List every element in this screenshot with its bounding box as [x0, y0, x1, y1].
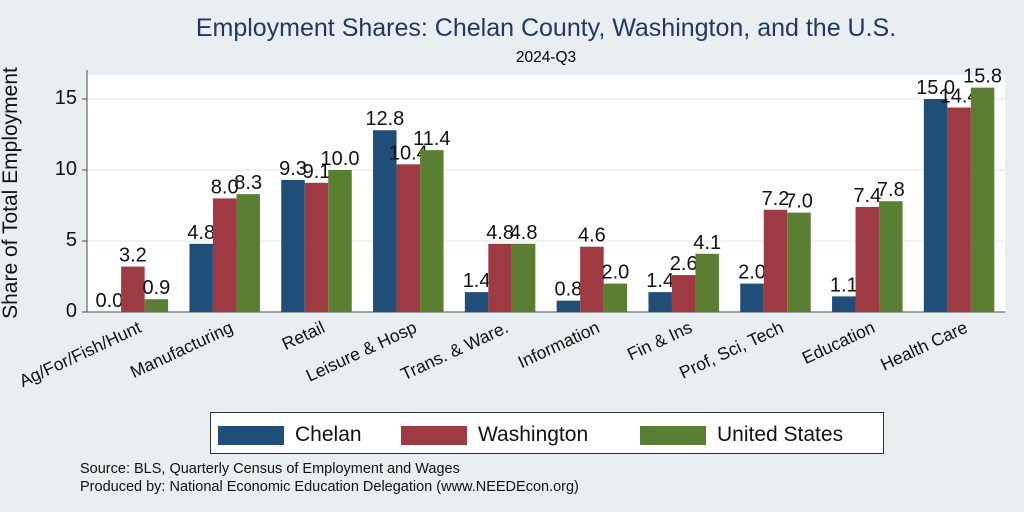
svg-text:2.0: 2.0 — [601, 262, 629, 284]
svg-text:4.8: 4.8 — [510, 222, 538, 244]
svg-text:0.9: 0.9 — [142, 277, 170, 299]
svg-text:0.8: 0.8 — [554, 279, 582, 301]
svg-text:15.8: 15.8 — [963, 66, 1002, 88]
svg-text:0.0: 0.0 — [95, 290, 123, 312]
svg-text:3.2: 3.2 — [119, 245, 147, 267]
svg-text:12.8: 12.8 — [365, 108, 404, 130]
svg-text:7.0: 7.0 — [785, 191, 813, 213]
svg-text:8.3: 8.3 — [234, 172, 262, 194]
svg-text:0: 0 — [66, 300, 77, 322]
svg-text:4.8: 4.8 — [187, 222, 215, 244]
svg-text:11.4: 11.4 — [413, 128, 450, 150]
svg-text:15: 15 — [55, 87, 77, 109]
svg-text:2.6: 2.6 — [670, 253, 698, 275]
svg-text:1.4: 1.4 — [463, 270, 491, 292]
svg-text:1.1: 1.1 — [830, 274, 858, 296]
svg-text:4.6: 4.6 — [578, 225, 606, 247]
svg-text:7.8: 7.8 — [877, 179, 905, 201]
svg-text:10: 10 — [55, 158, 77, 180]
svg-text:5: 5 — [66, 229, 77, 251]
svg-text:10.0: 10.0 — [321, 148, 360, 170]
svg-text:2.0: 2.0 — [738, 262, 766, 284]
svg-text:4.1: 4.1 — [693, 232, 721, 254]
